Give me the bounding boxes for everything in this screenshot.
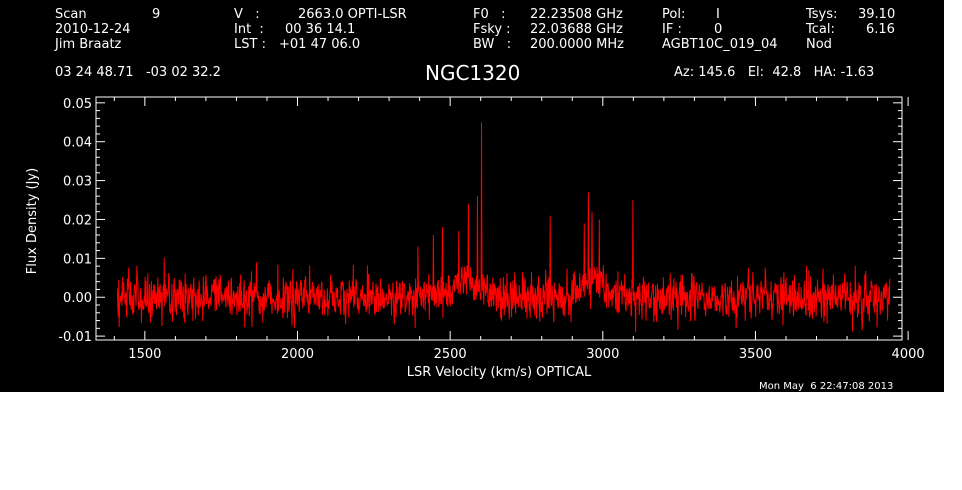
- y-axis: -0.01 0.00 0.01 0.02 0.03 0.04 0.05: [58, 97, 902, 345]
- tsys-value: 39.10: [858, 7, 896, 22]
- y-axis-label: Flux Density (Jy): [25, 168, 40, 274]
- y-tick-label: -0.01: [58, 330, 92, 345]
- plot-frame: [95, 96, 903, 341]
- integration-value: 00 36 14.1: [285, 22, 356, 37]
- lst-label: LST :: [234, 37, 266, 52]
- pol-label: Pol:: [662, 7, 686, 22]
- fsky-value: 22.03688 GHz: [530, 22, 623, 37]
- f0-value: 22.23508 GHz: [530, 7, 623, 22]
- x-axis: 1500 2000 2500 3000 3500 4000: [113, 97, 925, 362]
- x-tick-label: 4000: [892, 347, 925, 362]
- spectrum-panel: Scan 9 V : 2663.0 OPTI-LSR F0 : 22.23508…: [0, 0, 944, 392]
- spectrum-line: [116, 122, 891, 333]
- scan-value: 9: [152, 7, 161, 22]
- source-coordinates: 03 24 48.71 -03 02 32.2: [55, 65, 221, 80]
- y-tick-label: 0.03: [63, 175, 92, 190]
- observer-name: Jim Braatz: [55, 37, 122, 52]
- lst-value: +01 47 06.0: [279, 37, 361, 52]
- fsky-label: Fsky :: [473, 22, 511, 37]
- y-tick-label: 0.05: [63, 97, 92, 112]
- velocity-value: 2663.0 OPTI-LSR: [298, 7, 407, 22]
- velocity-label: V :: [234, 7, 260, 22]
- y-tick-label: 0.04: [63, 136, 92, 151]
- tcal-value: 6.16: [866, 22, 895, 37]
- y-tick-label: 0.00: [63, 291, 92, 306]
- bw-label: BW :: [473, 37, 512, 52]
- pol-value: I: [716, 7, 720, 22]
- x-tick-label: 2500: [434, 347, 467, 362]
- plot-timestamp: Mon May 6 22:47:08 2013: [759, 381, 894, 392]
- tsys-label: Tsys:: [806, 7, 838, 22]
- f0-label: F0 :: [473, 7, 506, 22]
- scan-label: Scan: [55, 7, 87, 22]
- y-tick-label: 0.01: [63, 252, 92, 267]
- spectrum-plot: 1500 2000 2500 3000 3500 4000 -0.01 0.00 0.01 0.…: [25, 96, 925, 380]
- integration-label: Int :: [234, 22, 264, 37]
- pointing-info: Az: 145.6 El: 42.8 HA: -1.63: [674, 65, 875, 80]
- observing-mode: Nod: [806, 37, 832, 52]
- if-label: IF :: [662, 22, 682, 37]
- x-tick-label: 1500: [128, 347, 161, 362]
- project-id: AGBT10C_019_04: [662, 37, 778, 52]
- observation-date: 2010-12-24: [55, 22, 131, 37]
- x-axis-label: LSR Velocity (km/s) OPTICAL: [407, 365, 592, 380]
- x-tick-label: 3500: [739, 347, 772, 362]
- x-tick-label: 2000: [281, 347, 314, 362]
- y-tick-label: 0.02: [63, 213, 92, 228]
- spectrum-trace: [116, 122, 891, 333]
- tcal-label: Tcal:: [806, 22, 835, 37]
- x-tick-label: 3000: [586, 347, 619, 362]
- bw-value: 200.0000 MHz: [530, 37, 624, 52]
- object-name: NGC1320: [425, 61, 521, 85]
- if-value: 0: [714, 22, 723, 37]
